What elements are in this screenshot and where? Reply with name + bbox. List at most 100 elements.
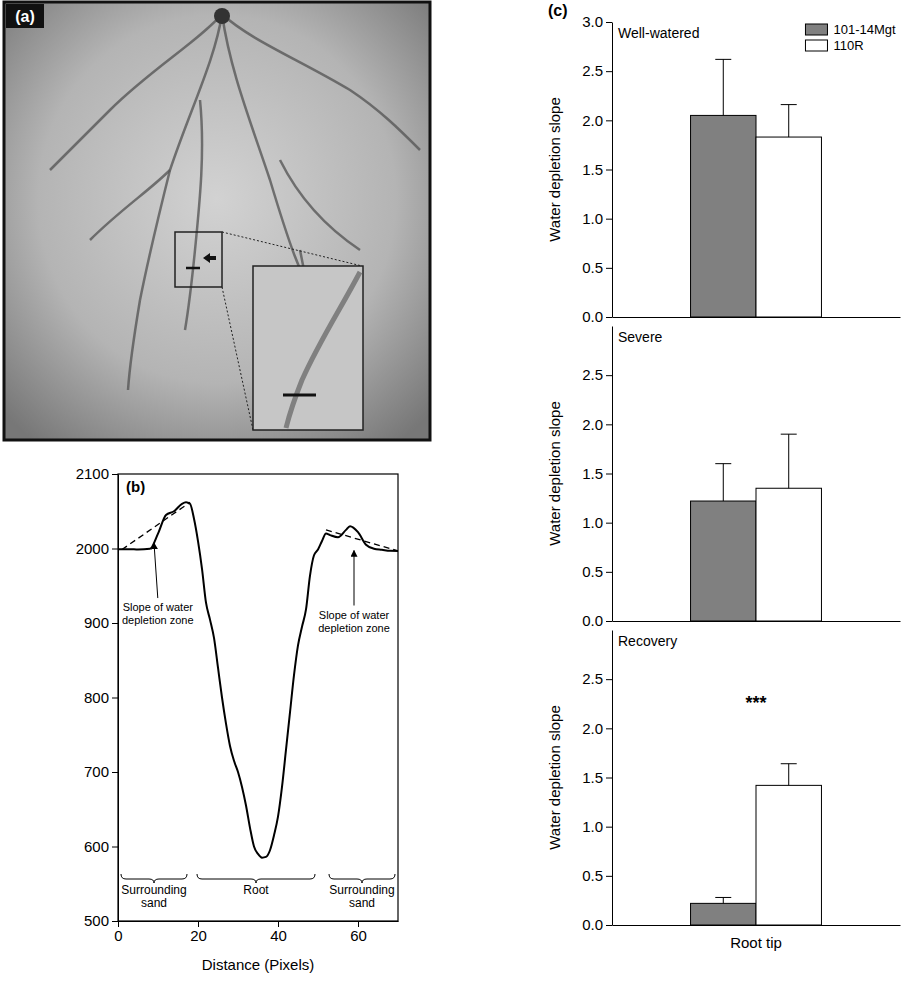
- region-bracket: [121, 874, 187, 883]
- y-tick-label: 1.5: [582, 161, 603, 178]
- significance: ***: [745, 693, 766, 713]
- zoom-box: [175, 232, 222, 287]
- text-line: Surrounding: [329, 883, 394, 897]
- y-tick-group: 600: [84, 838, 118, 855]
- y-tick-label: 2.5: [582, 670, 603, 687]
- y-tick-group: 2.5: [582, 366, 612, 383]
- y-tick: [606, 170, 612, 171]
- panel-bar: 0.00.51.01.52.02.5Root tipWater depletio…: [546, 631, 901, 951]
- error-cap: [715, 59, 731, 60]
- y-tick-group: 2.0: [582, 112, 612, 129]
- y-tick-group: 900: [84, 614, 118, 631]
- text-line: depletion zone: [122, 614, 194, 626]
- error-bar: [781, 434, 797, 488]
- x-axis: 0204060: [114, 921, 398, 944]
- panel-label: (c): [548, 2, 568, 19]
- slope-line: [122, 502, 190, 549]
- y-tick: [606, 268, 612, 269]
- panel-label: (a): [15, 8, 35, 25]
- y-tick-label: 2100: [76, 465, 109, 482]
- y-tick: [112, 474, 118, 475]
- y-tick-group: 500: [84, 912, 118, 929]
- y-tick-group: 2.5: [582, 62, 612, 79]
- y-tick-label: 1.0: [582, 514, 603, 531]
- y-axis: 500 600 700 800 900 2000 2100: [76, 465, 119, 929]
- legend: 101-14Mgt110R: [805, 22, 896, 53]
- root: [128, 300, 140, 390]
- x-tick-label: 40: [270, 927, 287, 944]
- y-tick: [112, 847, 118, 848]
- error-bar: [715, 897, 731, 903]
- bar: [756, 488, 821, 621]
- y-tick: [606, 679, 612, 680]
- y-tick: [606, 728, 612, 729]
- y-tick: [606, 572, 612, 573]
- y-tick-group: 1.0: [582, 818, 612, 835]
- y-tick: [606, 778, 612, 779]
- legend-swatch: [805, 40, 827, 51]
- y-tick: [606, 474, 612, 475]
- y-tick-group: 700: [84, 763, 118, 780]
- root: [222, 14, 420, 150]
- legend-label: 101-14Mgt: [833, 22, 896, 37]
- annotation-arrow: [354, 551, 355, 606]
- text-line: sand: [349, 896, 375, 910]
- y-axis-title: Water depletion slope: [546, 401, 563, 546]
- y-tick-group: 1.0: [582, 210, 612, 227]
- y-tick-group: 2000: [76, 540, 118, 557]
- legend-swatch: [805, 24, 827, 35]
- y-tick-group: 1.5: [582, 769, 612, 786]
- root: [140, 14, 222, 300]
- bar: [756, 785, 821, 925]
- x-tick-group: 20: [190, 921, 207, 944]
- y-tick: [606, 71, 612, 72]
- y-tick: [606, 317, 612, 318]
- annotation-arrow: [154, 543, 158, 598]
- panel-title: Well-watered: [618, 25, 699, 41]
- scale-bar: [186, 267, 200, 270]
- y-tick-label: 2.0: [582, 416, 603, 433]
- x-tick-group: 60: [350, 921, 367, 944]
- y-tick-group: 3.0: [582, 13, 612, 30]
- root: [90, 170, 170, 240]
- x-tick-group: Root tip: [730, 925, 782, 951]
- radiograph: [4, 2, 430, 440]
- error-line: [723, 897, 724, 903]
- region-label: Surroundingsand: [329, 883, 394, 910]
- panel-image: (a): [4, 2, 430, 440]
- root: [185, 100, 202, 330]
- bar: [691, 903, 756, 925]
- x-axis-line: [613, 621, 901, 622]
- plot-area: [118, 502, 398, 857]
- y-tick-label: 500: [84, 912, 109, 929]
- x-tick-label: 20: [190, 927, 207, 944]
- y-tick-label: 600: [84, 838, 109, 855]
- y-axis: 0.00.51.01.52.02.5: [582, 327, 612, 630]
- legend-item: 110R: [805, 38, 863, 53]
- error-line: [788, 434, 789, 488]
- legend-label: 110R: [833, 38, 863, 53]
- panel-line: 020406050060070080090020002100Distance (…: [76, 465, 399, 973]
- annotation: Slope of waterdepletion zone: [122, 601, 194, 626]
- x-axis: Root tip: [613, 925, 901, 951]
- y-tick-label: 1.5: [582, 465, 603, 482]
- error-cap: [715, 897, 731, 898]
- error-cap: [781, 763, 797, 764]
- error-cap: [715, 463, 731, 464]
- y-tick-label: 2.5: [582, 62, 603, 79]
- root: [50, 14, 222, 170]
- y-tick: [112, 549, 118, 550]
- y-tick: [112, 772, 118, 773]
- y-tick: [112, 921, 118, 922]
- y-tick: [112, 623, 118, 624]
- y-tick-group: 800: [84, 689, 118, 706]
- y-tick-label: 0.5: [582, 867, 603, 884]
- y-tick-group: 1.5: [582, 465, 612, 482]
- y-tick: [606, 876, 612, 877]
- y-tick-label: 2.5: [582, 366, 603, 383]
- x-axis-title: Distance (Pixels): [202, 956, 315, 973]
- y-tick: [606, 22, 612, 23]
- bar: [691, 501, 756, 621]
- y-tick-group: 2.5: [582, 670, 612, 687]
- y-tick: [606, 827, 612, 828]
